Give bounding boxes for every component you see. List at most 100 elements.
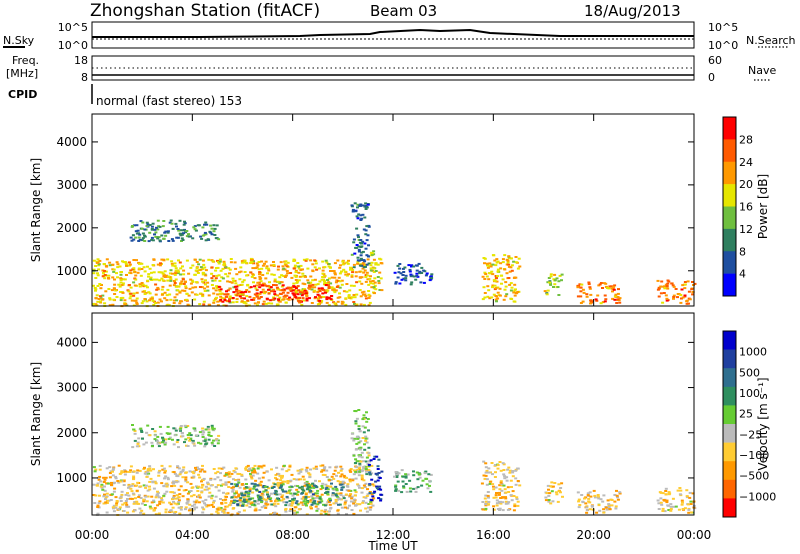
data-cell xyxy=(550,490,554,493)
data-cell xyxy=(108,304,112,307)
data-cell xyxy=(224,498,228,501)
data-cell xyxy=(343,476,347,479)
data-cell xyxy=(360,474,364,477)
data-cell xyxy=(418,272,422,275)
data-cell xyxy=(659,292,663,295)
data-cell xyxy=(131,225,134,227)
data-cell xyxy=(229,502,233,504)
data-cell xyxy=(396,276,400,279)
data-cell xyxy=(672,296,676,298)
data-cell xyxy=(358,289,362,291)
data-cell xyxy=(364,460,368,463)
data-cell xyxy=(94,297,98,300)
data-cell xyxy=(377,280,381,282)
colorbar-tick-label: −1000 xyxy=(739,490,776,503)
data-cell xyxy=(679,489,683,492)
data-cell xyxy=(358,204,362,207)
data-cell xyxy=(191,486,195,489)
data-cell xyxy=(120,284,124,287)
data-cell xyxy=(360,476,364,479)
data-cell xyxy=(219,507,223,509)
data-cell xyxy=(363,264,367,267)
data-cell xyxy=(95,294,99,297)
data-cell xyxy=(507,255,511,258)
data-cell xyxy=(365,225,369,228)
data-cell xyxy=(258,509,262,511)
data-cell xyxy=(137,496,141,498)
data-cell xyxy=(99,301,103,304)
data-cell xyxy=(318,495,322,498)
data-region xyxy=(369,250,384,295)
data-cell xyxy=(160,497,163,500)
data-cell xyxy=(267,269,271,272)
data-cell xyxy=(556,286,560,288)
data-cell xyxy=(559,491,562,494)
data-cell xyxy=(213,445,217,447)
data-cell xyxy=(260,492,264,495)
data-cell xyxy=(252,260,255,263)
data-cell xyxy=(320,485,324,487)
data-cell xyxy=(96,300,100,303)
data-cell xyxy=(278,493,282,496)
data-cell xyxy=(228,296,232,299)
data-cell xyxy=(338,286,342,289)
data-cell xyxy=(177,496,181,499)
data-cell xyxy=(507,263,511,266)
data-cell xyxy=(141,300,145,303)
data-cell xyxy=(161,441,165,444)
data-cell xyxy=(329,479,333,481)
data-cell xyxy=(415,274,419,277)
data-cell xyxy=(487,265,491,268)
nsky-trace xyxy=(92,28,694,38)
data-cell xyxy=(430,276,434,279)
data-cell xyxy=(491,273,495,276)
data-cell xyxy=(133,277,137,280)
data-cell xyxy=(112,504,116,507)
data-cell xyxy=(168,221,172,224)
data-cell xyxy=(363,293,367,296)
data-cell xyxy=(257,297,261,300)
data-cell xyxy=(216,300,220,303)
data-cell xyxy=(612,285,616,288)
data-cell xyxy=(395,476,399,478)
data-cell xyxy=(280,488,284,491)
data-cell xyxy=(235,301,239,303)
data-cell xyxy=(504,502,508,505)
data-cell xyxy=(238,499,242,502)
data-cell xyxy=(582,291,586,294)
data-cell xyxy=(187,235,191,238)
data-cell xyxy=(396,480,400,483)
data-cell xyxy=(253,500,257,503)
data-cell xyxy=(661,510,665,512)
data-cell xyxy=(259,291,263,294)
data-cell xyxy=(282,464,286,467)
data-cell xyxy=(297,472,301,475)
data-cell xyxy=(339,475,343,478)
data-cell xyxy=(163,477,166,480)
data-cell xyxy=(277,473,281,476)
data-cell xyxy=(374,472,378,475)
data-cell xyxy=(247,290,251,293)
data-cell xyxy=(260,466,264,469)
data-cell xyxy=(270,290,273,293)
data-cell xyxy=(207,294,211,297)
data-cell xyxy=(192,472,196,475)
data-cell xyxy=(240,297,244,300)
data-cell xyxy=(143,472,147,475)
data-cell xyxy=(602,494,606,497)
data-cell xyxy=(420,272,424,274)
data-cell xyxy=(281,490,285,493)
data-cell xyxy=(318,288,322,291)
data-cell xyxy=(494,471,497,474)
data-cell xyxy=(172,500,175,503)
data-cell xyxy=(120,470,124,473)
data-cell xyxy=(246,464,250,467)
data-cell xyxy=(228,298,231,301)
data-cell xyxy=(303,484,307,487)
x-tick-label: 20:00 xyxy=(576,528,611,542)
data-cell xyxy=(301,297,305,300)
data-cell xyxy=(219,479,223,482)
data-cell xyxy=(358,280,362,283)
data-cell xyxy=(304,495,308,498)
data-cell xyxy=(320,470,324,473)
